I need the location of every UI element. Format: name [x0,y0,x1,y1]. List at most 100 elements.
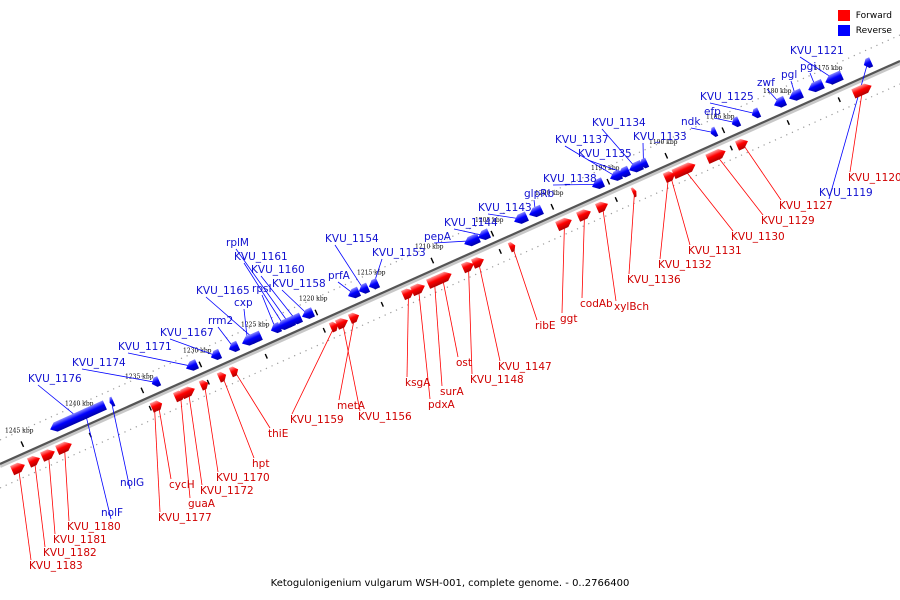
gene-label-cych[interactable]: cycH [169,479,195,491]
gene-label-kvu_1153[interactable]: KVU_1153 [372,247,426,259]
gene-label-nolf[interactable]: nolF [101,507,123,519]
gene-label-ribe[interactable]: ribE [535,320,556,332]
gene-arrow-kvu_1119[interactable] [862,57,874,69]
gene-arrow-prfa[interactable] [346,286,362,301]
gene-arrow-kvu_1167[interactable] [209,348,223,362]
gene-label-kvu_1181[interactable]: KVU_1181 [53,534,107,546]
gene-arrow-kvu_1158[interactable] [300,307,316,321]
gene-label-kvu_1119[interactable]: KVU_1119 [819,187,873,199]
gene-arrow-kvu_1181[interactable] [40,447,57,462]
gene-arrow-kvu_1120[interactable] [851,81,873,99]
gene-arrow-xylbch[interactable] [594,199,610,214]
gene-label-kvu_1144[interactable]: KVU_1144 [444,217,498,229]
gene-arrow-kvu_1129[interactable] [705,147,727,164]
gene-label-kvu_1172[interactable]: KVU_1172 [200,485,254,497]
gene-label-kvu_1180[interactable]: KVU_1180 [67,521,121,533]
gene-arrow-kvu_1125[interactable] [750,107,762,119]
gene-arrow-glprb[interactable] [527,204,544,220]
gene-arrow-cych[interactable] [152,399,164,412]
gene-label-kvu_1159[interactable]: KVU_1159 [290,414,344,426]
gene-arrow-pgi[interactable] [806,78,825,95]
gene-label-pdxa[interactable]: pdxA [428,399,456,411]
gene-label-kvu_1120[interactable]: KVU_1120 [848,172,900,184]
gene-label-kvu_1131[interactable]: KVU_1131 [688,245,742,257]
gene-label-kvu_1170[interactable]: KVU_1170 [216,472,270,484]
gene-label-ndk[interactable]: ndk [681,116,701,128]
gene-arrow-kvu_1143[interactable] [512,211,529,226]
gene-label-kvu_1182[interactable]: KVU_1182 [43,547,97,559]
gene-arrow-kvu_1147[interactable] [470,255,486,269]
gene-label-codab[interactable]: codAb [580,298,613,310]
gene-arrow-rpsi[interactable] [269,321,283,335]
gene-arrow-kvu_1182[interactable] [26,454,42,468]
gene-label-kvu_1129[interactable]: KVU_1129 [761,215,815,227]
gene-arrow-kvu_1177[interactable] [149,401,160,413]
gene-label-kvu_1148[interactable]: KVU_1148 [470,374,524,386]
gene-arrow-kvu_1121[interactable] [823,70,844,86]
gene-arrow-codab[interactable] [576,207,593,222]
gene-label-xylbch[interactable]: xylBch [614,301,649,313]
gene-label-kvu_1135[interactable]: KVU_1135 [578,148,632,160]
gene-label-ggt[interactable]: ggt [560,313,577,325]
gene-arrow-thie[interactable] [228,365,240,378]
gene-label-nolg[interactable]: nolG [120,477,144,489]
gene-arrow-guaa[interactable] [172,388,188,403]
gene-label-kvu_1137[interactable]: KVU_1137 [555,134,609,146]
gene-label-kvu_1130[interactable]: KVU_1130 [731,231,785,243]
gene-label-kvu_1132[interactable]: KVU_1132 [658,259,712,271]
gene-arrow-kvu_1176[interactable] [48,400,107,434]
gene-label-kvu_1125[interactable]: KVU_1125 [700,91,754,103]
gene-arrow-kvu_1144[interactable] [476,228,492,242]
gene-arrow-ggt[interactable] [555,215,574,232]
gene-label-guaa[interactable]: guaA [188,498,216,510]
gene-label-glprb[interactable]: glpRb [524,188,555,200]
gene-label-meta[interactable]: metA [337,400,366,412]
gene-label-cxp[interactable]: cxp [234,297,253,309]
gene-arrow-pepa[interactable] [462,232,481,249]
gene-arrow-rrm2[interactable] [227,340,241,354]
gene-label-ost[interactable]: ost [456,357,472,369]
gene-arrow-kvu_1127[interactable] [734,137,750,151]
gene-label-kvu_1171[interactable]: KVU_1171 [118,341,172,353]
gene-arrow-zwf[interactable] [772,95,788,110]
gene-arrow-ksga[interactable] [400,286,416,301]
gene-arrow-efp[interactable] [730,116,742,128]
gene-label-kvu_1165[interactable]: KVU_1165 [196,285,250,297]
gene-arrow-kvu_1156[interactable] [334,316,350,330]
gene-arrow-kvu_1153[interactable] [367,278,381,291]
gene-label-kvu_1133[interactable]: KVU_1133 [633,131,687,143]
gene-label-kvu_1176[interactable]: KVU_1176 [28,373,82,385]
gene-arrow-kvu_1135[interactable] [616,165,632,180]
gene-label-rplm[interactable]: rplM [226,237,249,249]
gene-arrow-kvu_1132[interactable] [662,171,674,183]
gene-label-sura[interactable]: surA [440,386,464,398]
gene-arrow-hpt[interactable] [216,370,228,383]
gene-arrow-ndk[interactable] [709,126,719,139]
gene-label-kvu_1121[interactable]: KVU_1121 [790,45,844,57]
gene-label-kvu_1167[interactable]: KVU_1167 [160,327,214,339]
gene-label-kvu_1160[interactable]: KVU_1160 [251,264,305,276]
gene-arrow-cxp[interactable] [240,334,256,348]
gene-arrow-kvu_1183[interactable] [10,460,27,476]
gene-label-kvu_1177[interactable]: KVU_1177 [158,512,212,524]
gene-arrow-nolf[interactable] [82,408,90,419]
gene-arrow-kvu_1133[interactable] [638,157,650,170]
gene-arrow-kvu_1159[interactable] [328,320,340,333]
gene-arrow-ribe[interactable] [507,241,518,253]
gene-arrow-kvu_1148[interactable] [460,259,476,274]
gene-label-kvu_1183[interactable]: KVU_1183 [29,560,83,572]
gene-label-efp[interactable]: efp [704,106,721,118]
gene-label-pepa[interactable]: pepA [424,231,452,243]
gene-label-kvu_1161[interactable]: KVU_1161 [234,251,288,263]
gene-label-kvu_1134[interactable]: KVU_1134 [592,117,646,129]
gene-arrow-pgl[interactable] [787,88,804,103]
gene-label-ksga[interactable]: ksgA [405,377,431,389]
gene-label-kvu_1154[interactable]: KVU_1154 [325,233,379,245]
gene-label-kvu_1156[interactable]: KVU_1156 [358,411,412,423]
gene-arrow-kvu_1130[interactable] [671,160,697,180]
gene-arrow-kvu_1136[interactable] [630,187,639,198]
gene-arrow-kvu_1138[interactable] [590,177,606,191]
gene-arrow-meta[interactable] [347,311,361,324]
gene-arrow-kvu_1174[interactable] [150,376,162,388]
gene-arrow-kvu_1154[interactable] [357,282,371,296]
